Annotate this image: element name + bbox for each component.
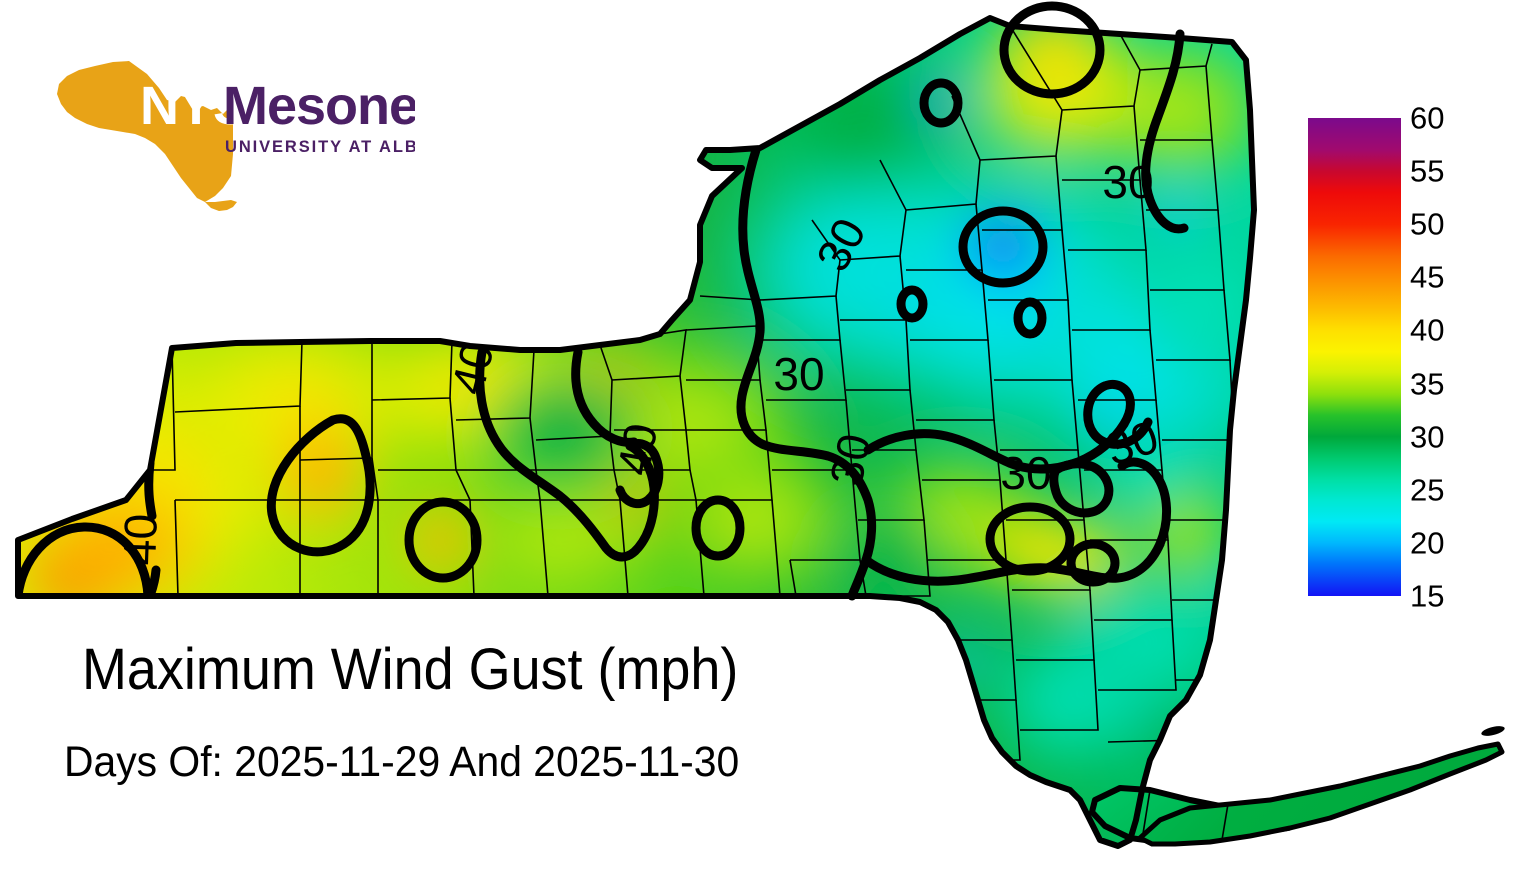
colorbar-tick-15: 15 — [1410, 578, 1445, 614]
nys-mesonet-logo: NYS Mesonet UNIVERSITY AT ALBANY — [55, 58, 415, 218]
logo-subtitle-text: UNIVERSITY AT ALBANY — [225, 138, 415, 156]
colorbar-tick-30: 30 — [1410, 419, 1445, 455]
colorbar-tick-55: 55 — [1410, 153, 1445, 189]
colorbar-tick-20: 20 — [1410, 525, 1445, 561]
colorbar-tick-60: 60 — [1410, 100, 1445, 136]
contour-label-30: 30 — [773, 348, 824, 400]
colorbar-tick-25: 25 — [1410, 472, 1445, 508]
contour-label-40: 40 — [441, 337, 504, 399]
contour-label-30: 30 — [1000, 447, 1051, 499]
state-silhouette-icon — [57, 61, 233, 202]
long-island-silhouette-icon — [205, 200, 237, 211]
contour-label-30: 30 — [820, 429, 882, 490]
colorbar-tick-45: 45 — [1410, 259, 1445, 295]
colorbar-tick-40: 40 — [1410, 312, 1445, 348]
state-outline — [15, 15, 1257, 849]
page-title: Maximum Wind Gust (mph) — [82, 637, 739, 702]
page-subtitle: Days Of: 2025-11-29 And 2025-11-30 — [64, 738, 740, 786]
logo-nys-text: NYS — [140, 76, 248, 136]
logo-mesonet-text: Mesonet — [223, 76, 415, 136]
new-york-state-map[interactable]: 30 30 30 30 30 30 40 40 40 — [0, 0, 1290, 876]
long-island-overlay — [1137, 726, 1505, 847]
contour-label-40: 40 — [607, 420, 667, 479]
contour-lines — [18, 1, 1189, 601]
contour-label-30: 30 — [1102, 156, 1153, 208]
colorbar-tick-labels: 60 55 50 45 40 35 30 25 20 15 — [1410, 103, 1480, 612]
colorbar — [1308, 118, 1401, 596]
colorbar-tick-50: 50 — [1410, 206, 1445, 242]
contour-label-40: 40 — [113, 513, 167, 566]
colorbar-tick-35: 35 — [1410, 366, 1445, 402]
colorbar-gradient — [1308, 118, 1401, 596]
